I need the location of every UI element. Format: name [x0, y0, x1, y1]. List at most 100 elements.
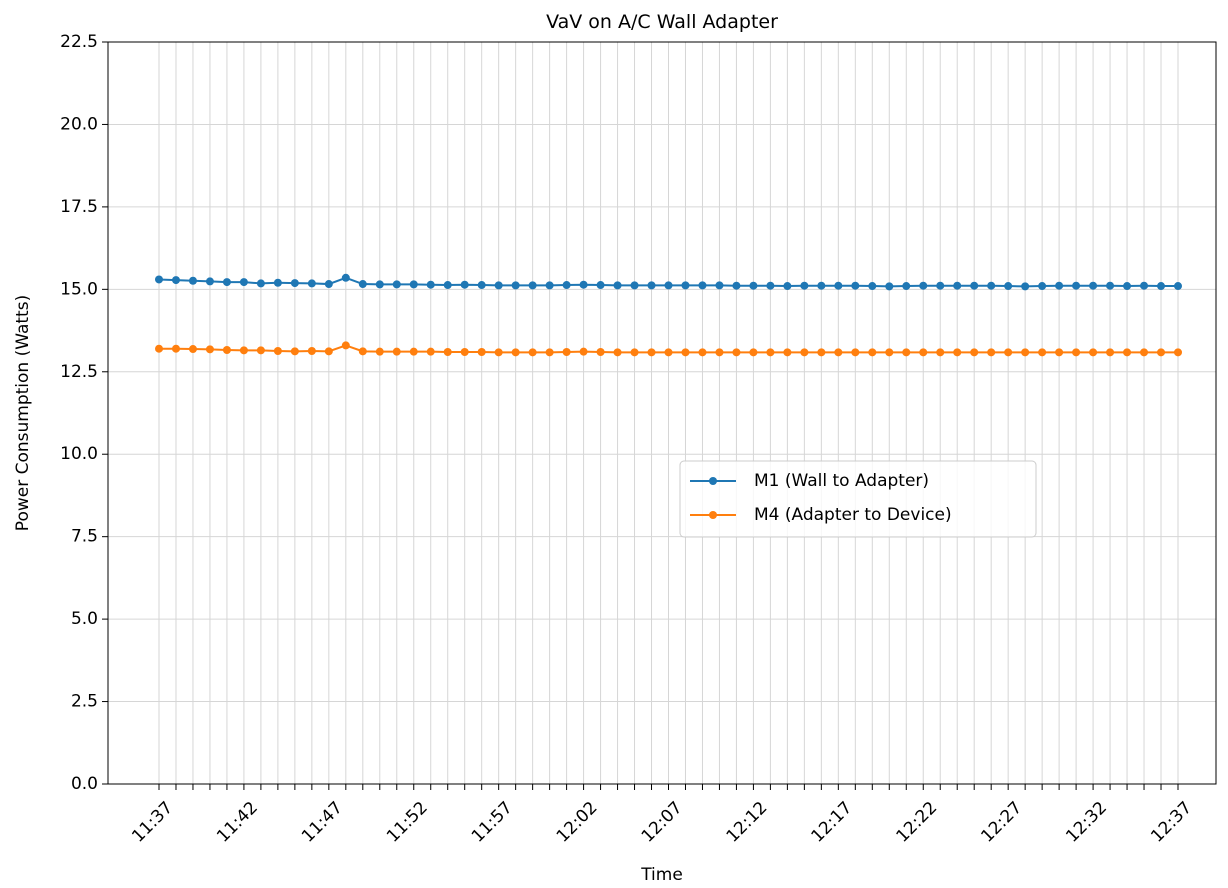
- data-point: [426, 347, 435, 356]
- data-point: [919, 348, 928, 357]
- data-point: [426, 280, 435, 289]
- data-point: [460, 280, 469, 289]
- data-point: [528, 348, 537, 357]
- data-point: [358, 347, 367, 356]
- data-point: [511, 281, 520, 290]
- data-point: [834, 281, 843, 290]
- data-point: [307, 279, 316, 288]
- data-point: [579, 280, 588, 289]
- data-point: [171, 344, 180, 353]
- y-tick-label: 10.0: [60, 444, 98, 464]
- data-point: [1004, 348, 1013, 357]
- legend-label: M1 (Wall to Adapter): [754, 471, 929, 491]
- data-point: [630, 281, 639, 290]
- data-point: [409, 347, 418, 356]
- data-point: [494, 348, 503, 357]
- x-tick-label: 11:37: [128, 798, 177, 847]
- y-tick-label: 7.5: [71, 527, 98, 547]
- x-tick-label: 12:17: [808, 798, 857, 847]
- data-point: [528, 281, 537, 290]
- data-point: [375, 347, 384, 356]
- data-point: [987, 281, 996, 290]
- data-point: [1106, 281, 1115, 290]
- plot-frame: [107, 41, 1217, 785]
- data-point: [324, 347, 333, 356]
- data-point: [511, 348, 520, 357]
- data-point: [205, 277, 214, 286]
- data-point: [171, 276, 180, 285]
- y-tick-label: 2.5: [71, 692, 98, 712]
- x-tick-label: 11:52: [383, 798, 432, 847]
- y-tick-label: 20.0: [60, 114, 98, 134]
- data-point: [477, 281, 486, 290]
- data-point: [664, 348, 673, 357]
- data-point: [851, 281, 860, 290]
- data-point: [970, 348, 979, 357]
- x-tick-label: 11:42: [213, 798, 262, 847]
- data-point: [834, 348, 843, 357]
- data-point: [1106, 348, 1115, 357]
- data-point: [800, 281, 809, 290]
- data-point: [256, 346, 265, 355]
- data-point: [545, 348, 554, 357]
- data-point: [460, 347, 469, 356]
- data-point: [1123, 282, 1132, 291]
- data-point: [596, 347, 605, 356]
- data-point: [1123, 348, 1132, 357]
- data-point: [409, 280, 418, 289]
- chart-title: VaV on A/C Wall Adapter: [546, 11, 778, 33]
- x-tick-label: 12:22: [892, 798, 941, 847]
- data-point: [477, 347, 486, 356]
- data-point: [1089, 281, 1098, 290]
- data-point: [987, 348, 996, 357]
- data-point: [800, 348, 809, 357]
- data-point: [970, 281, 979, 290]
- data-point: [494, 281, 503, 290]
- y-tick-label: 17.5: [60, 197, 98, 217]
- y-tick-label: 0.0: [71, 774, 98, 794]
- data-point: [868, 282, 877, 291]
- data-point: [1140, 281, 1149, 290]
- data-point: [698, 281, 707, 290]
- data-point: [273, 347, 282, 356]
- data-point: [885, 282, 894, 291]
- data-point: [239, 278, 248, 287]
- data-point: [647, 348, 656, 357]
- data-point: [392, 347, 401, 356]
- data-point: [307, 347, 316, 356]
- data-point: [392, 280, 401, 289]
- data-point: [936, 281, 945, 290]
- data-point: [545, 281, 554, 290]
- data-point: [1038, 348, 1047, 357]
- data-point: [273, 278, 282, 287]
- data-point: [613, 281, 622, 290]
- x-tick-label: 12:37: [1147, 798, 1196, 847]
- x-tick-label: 11:47: [298, 798, 347, 847]
- data-point: [239, 346, 248, 355]
- data-point: [1021, 348, 1030, 357]
- data-point: [596, 281, 605, 290]
- data-point: [868, 348, 877, 357]
- data-point: [681, 348, 690, 357]
- legend-marker: [709, 477, 717, 485]
- x-tick-label: 12:12: [723, 798, 772, 847]
- data-point: [1174, 282, 1182, 291]
- data-point: [885, 348, 894, 357]
- data-point: [732, 348, 741, 357]
- x-tick-label: 12:07: [638, 798, 687, 847]
- data-point: [953, 281, 962, 290]
- x-tick-label: 12:27: [977, 798, 1026, 847]
- data-point: [562, 281, 571, 290]
- data-point: [1089, 348, 1098, 357]
- data-point: [1021, 282, 1030, 291]
- data-point: [324, 280, 333, 289]
- data-point: [222, 346, 231, 355]
- data-point: [579, 347, 588, 356]
- data-point: [443, 347, 452, 356]
- y-axis-label: Power Consumption (Watts): [13, 295, 33, 531]
- data-point: [715, 348, 724, 357]
- data-point: [1038, 282, 1047, 291]
- data-point: [749, 281, 758, 290]
- data-point: [1157, 348, 1166, 357]
